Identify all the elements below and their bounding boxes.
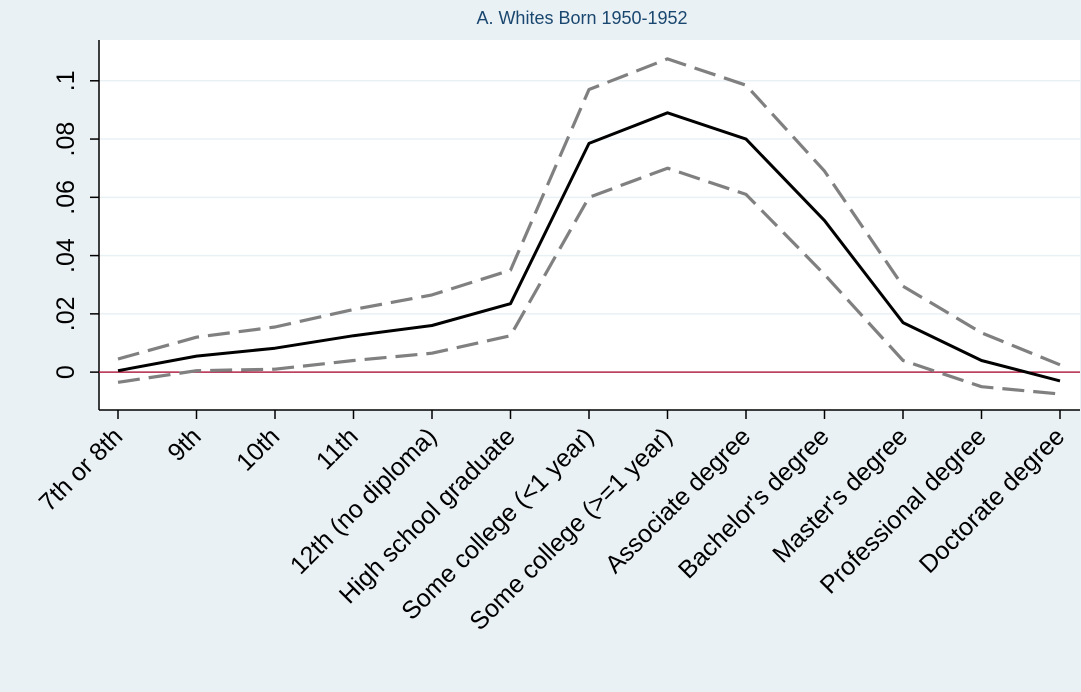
x-tick-label: 10th bbox=[231, 422, 285, 476]
x-tick-label: 7th or 8th bbox=[34, 422, 128, 516]
x-tick-label: Associate degree bbox=[600, 422, 756, 578]
axes bbox=[90, 40, 1080, 419]
estimate-line bbox=[117, 111, 1061, 383]
y-tick-label: 0 bbox=[52, 365, 80, 379]
plot-area-background bbox=[99, 40, 1080, 410]
x-tick-label: 12th (no diploma) bbox=[285, 422, 442, 579]
y-tick-label: .08 bbox=[52, 122, 80, 157]
series-lines bbox=[117, 57, 1061, 396]
y-tick-labels: 0 .02 .04 .06 .08 .1 bbox=[52, 70, 80, 379]
x-tick-label: 9th bbox=[162, 422, 206, 466]
y-tick-label: .06 bbox=[52, 180, 80, 215]
y-tick-label: .02 bbox=[52, 296, 80, 331]
gridlines bbox=[99, 80, 1080, 315]
y-tick-label: .1 bbox=[52, 70, 80, 91]
confidence-bound-line bbox=[117, 166, 1061, 396]
x-tick-label: Master's degree bbox=[767, 422, 913, 568]
chart-title: A. Whites Born 1950-1952 bbox=[476, 8, 687, 28]
y-tick-label: .04 bbox=[52, 238, 80, 273]
x-tick-label: Doctorate degree bbox=[914, 422, 1070, 578]
x-tick-label: 11th bbox=[311, 422, 364, 475]
confidence-bound-line bbox=[117, 57, 1061, 367]
x-tick-label: Bachelor's degree bbox=[673, 422, 835, 584]
